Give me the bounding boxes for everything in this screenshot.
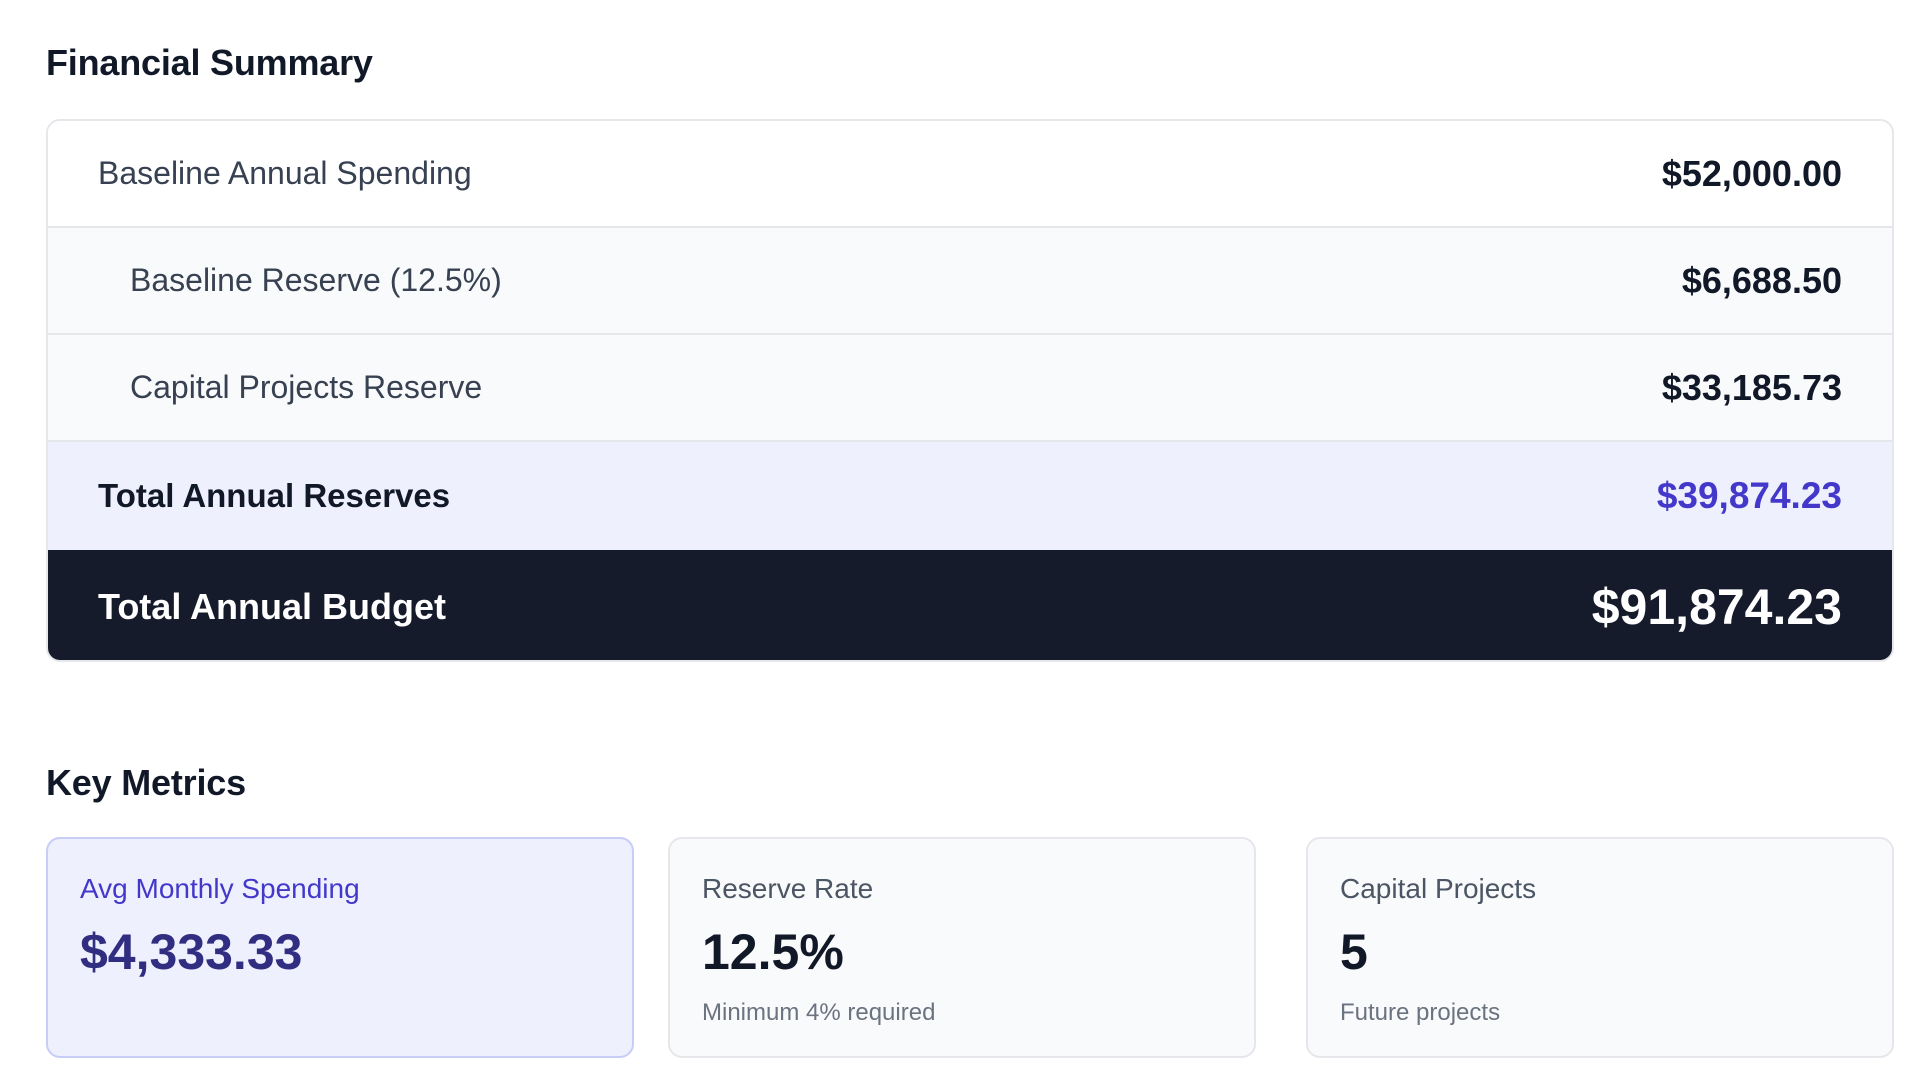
summary-row-total-reserves: Total Annual Reserves $39,874.23	[48, 442, 1892, 550]
summary-row-value: $91,874.23	[1591, 579, 1842, 635]
summary-row-value: $52,000.00	[1661, 152, 1842, 194]
summary-row-label: Baseline Reserve (12.5%)	[130, 262, 502, 298]
financial-summary-title: Financial Summary	[46, 42, 373, 83]
metric-value: $4,333.33	[80, 924, 303, 980]
metric-card-reserve-rate: Reserve Rate 12.5% Minimum 4% required	[668, 837, 1256, 1058]
metric-note: Future projects	[1340, 999, 1501, 1026]
summary-row-label: Total Annual Budget	[98, 586, 446, 627]
summary-row-value: $39,874.23	[1656, 475, 1842, 516]
metric-label: Capital Projects	[1340, 873, 1537, 904]
key-metrics-title: Key Metrics	[46, 762, 246, 803]
metric-value: 12.5%	[702, 924, 844, 980]
financial-summary-card: Baseline Annual Spending $52,000.00 Base…	[46, 119, 1894, 662]
metric-label: Reserve Rate	[702, 873, 874, 904]
metric-card-avg-monthly-spending: Avg Monthly Spending $4,333.33	[46, 837, 634, 1058]
summary-row-label: Capital Projects Reserve	[130, 369, 483, 405]
summary-row-value: $6,688.50	[1681, 259, 1842, 301]
summary-row-label: Baseline Annual Spending	[98, 155, 472, 191]
metric-note: Minimum 4% required	[702, 999, 936, 1026]
metric-value: 5	[1340, 924, 1368, 980]
summary-row-capital-projects-reserve: Capital Projects Reserve $33,185.73	[48, 335, 1892, 442]
metric-card-capital-projects: Capital Projects 5 Future projects	[1306, 837, 1894, 1058]
summary-row-label: Total Annual Reserves	[98, 477, 451, 514]
summary-row-value: $33,185.73	[1661, 366, 1842, 408]
metric-label: Avg Monthly Spending	[80, 873, 360, 904]
summary-row-baseline-spending: Baseline Annual Spending $52,000.00	[48, 121, 1892, 228]
summary-row-baseline-reserve: Baseline Reserve (12.5%) $6,688.50	[48, 228, 1892, 335]
summary-row-total-budget: Total Annual Budget $91,874.23	[48, 550, 1892, 660]
